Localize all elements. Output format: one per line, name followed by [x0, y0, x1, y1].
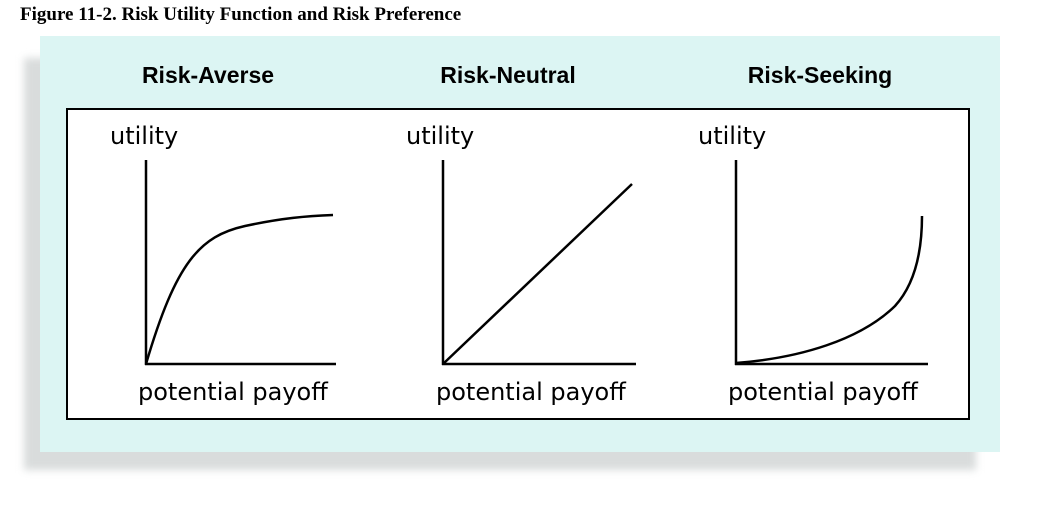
risk-averse-y-label: utility — [110, 122, 179, 150]
risk-averse-x-label: potential payoff — [138, 378, 328, 406]
risk-averse-title: Risk-Averse — [141, 62, 275, 88]
risk-seeking-title: Risk-Seeking — [747, 62, 893, 88]
figure-caption: Figure 11-2. Risk Utility Function and R… — [20, 4, 462, 25]
diagram-frame — [66, 108, 970, 420]
risk-neutral-x-label: potential payoff — [436, 378, 626, 406]
risk-seeking-y-label: utility — [698, 122, 767, 150]
risk-seeking-x-label: potential payoff — [728, 378, 918, 406]
risk-neutral-y-label: utility — [406, 122, 475, 150]
risk-neutral-title: Risk-Neutral — [440, 62, 576, 88]
